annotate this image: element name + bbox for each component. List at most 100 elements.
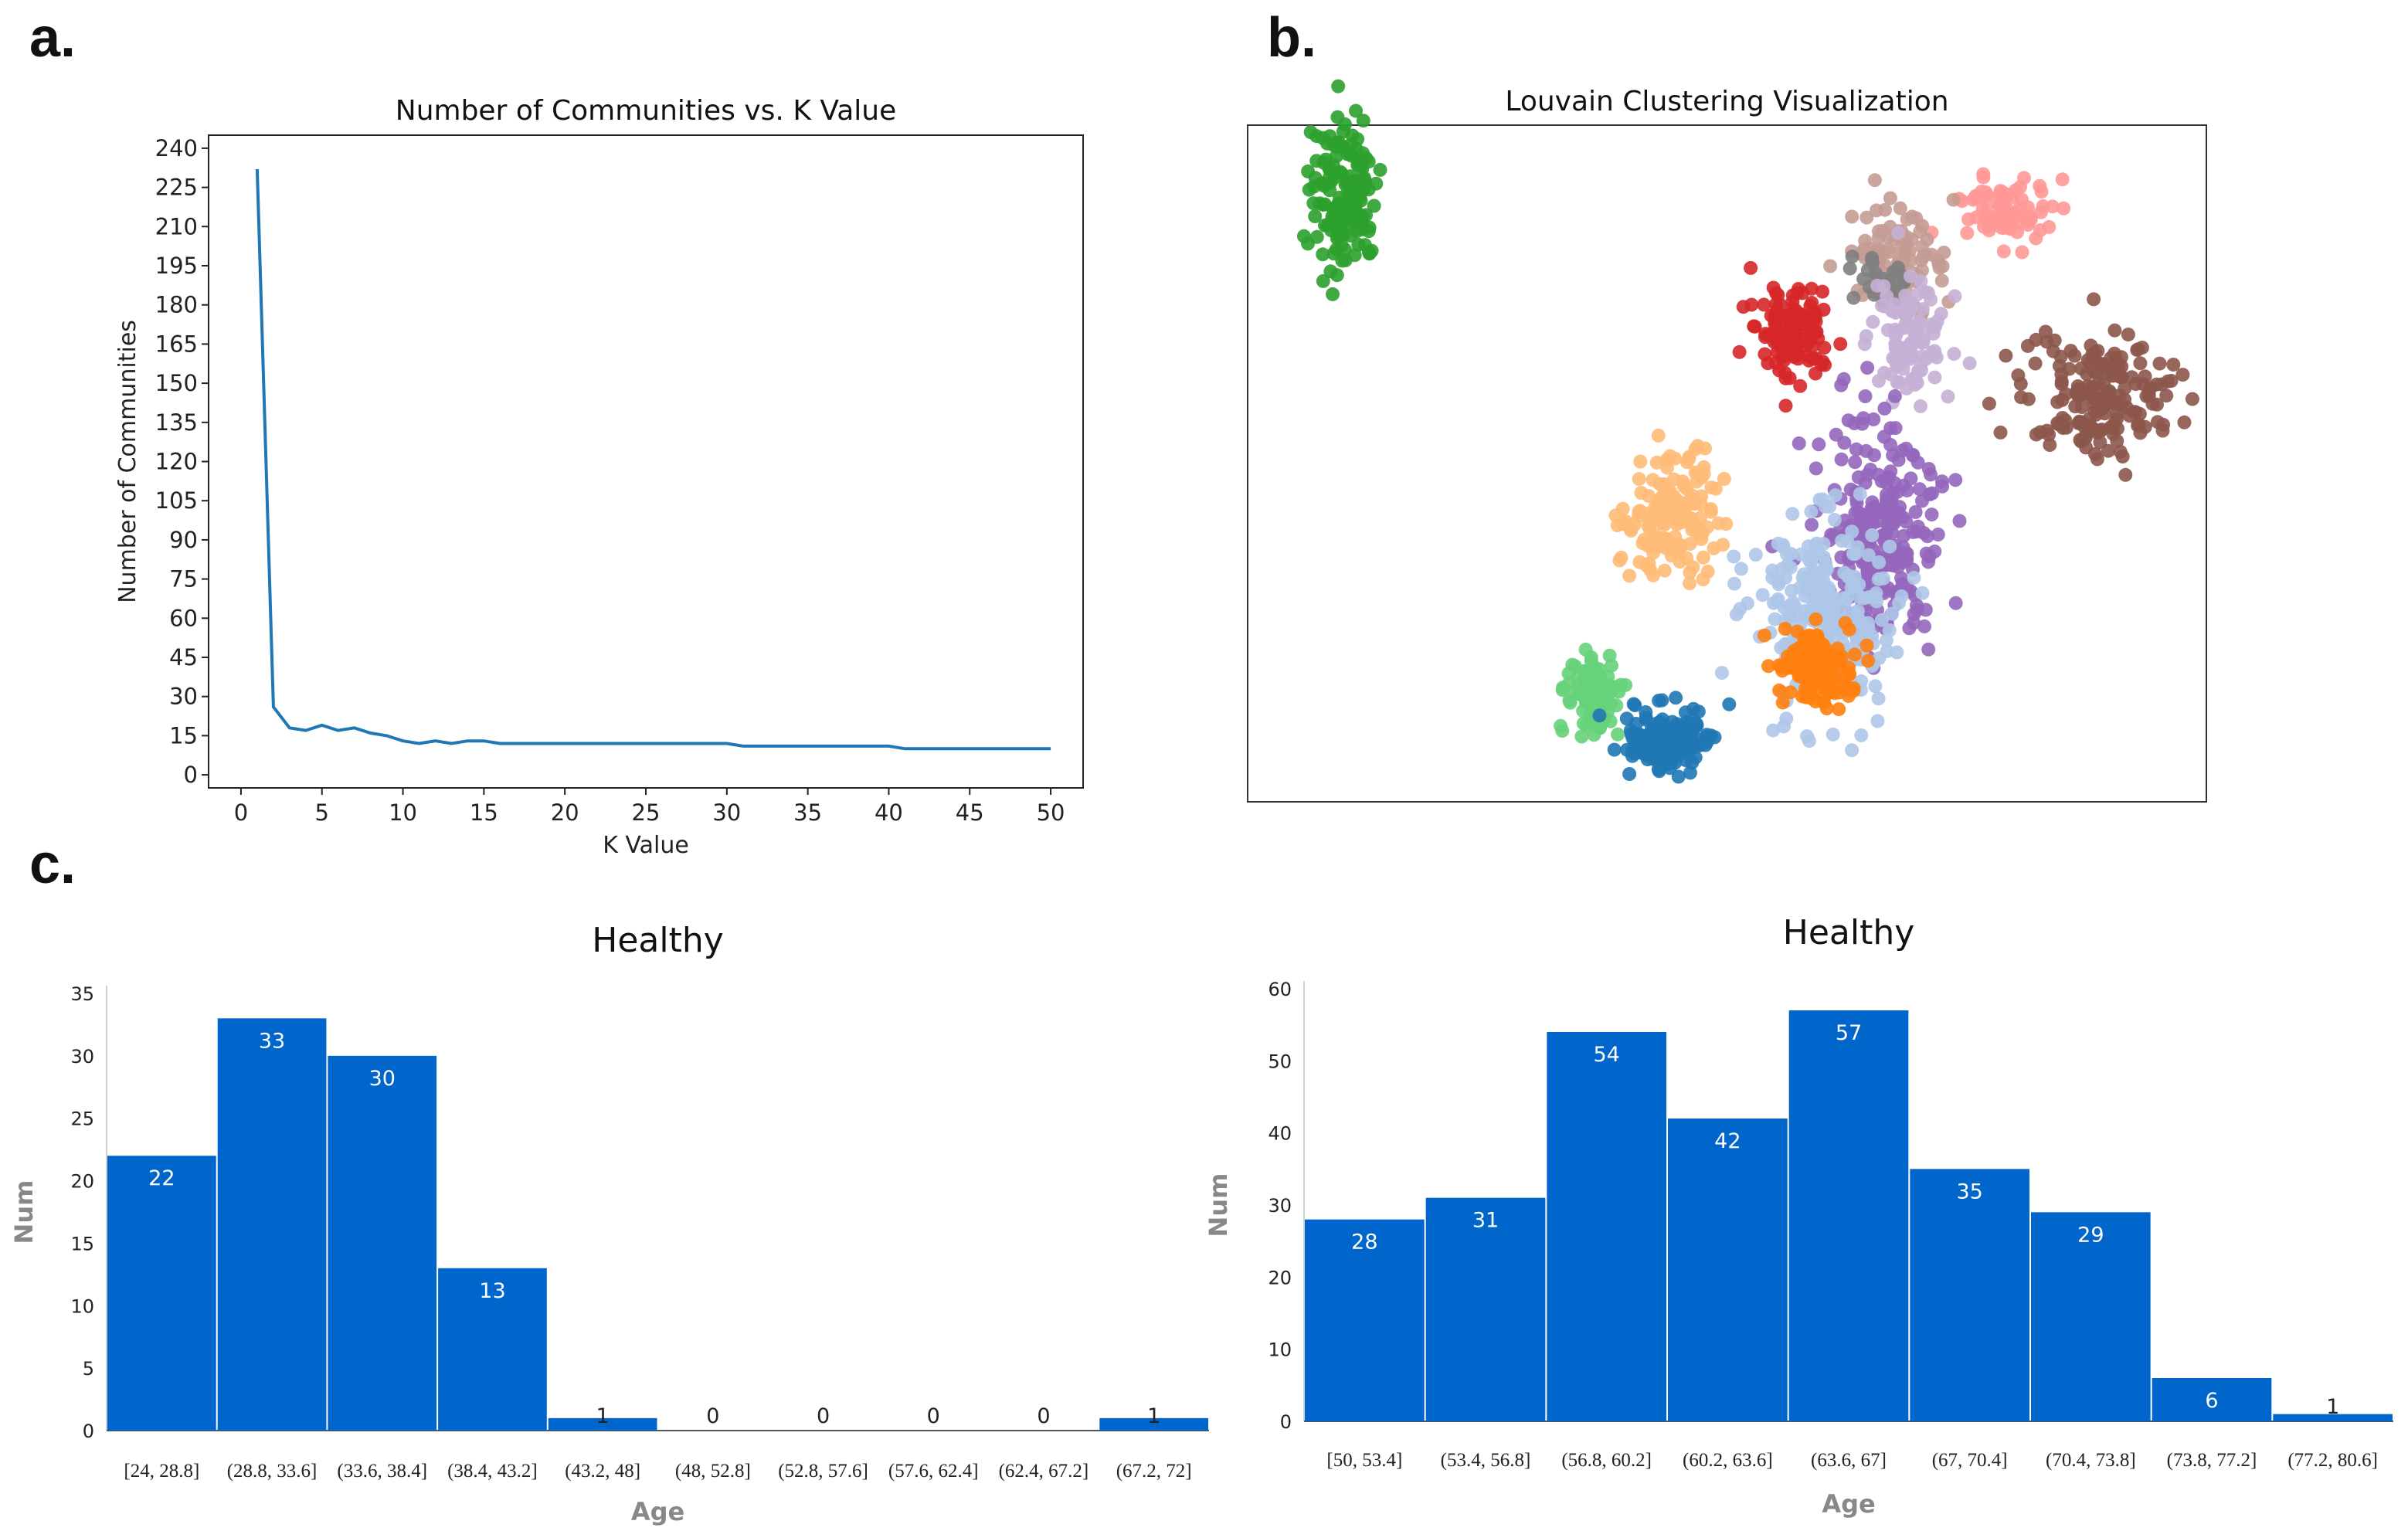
scatter-point <box>1899 316 1914 331</box>
scatter-point <box>1682 450 1696 464</box>
scatter-point <box>1915 586 1930 600</box>
scatter-point <box>1888 514 1903 528</box>
hist-category-label: [50, 53.4] <box>1326 1450 1402 1471</box>
scatter-point <box>1622 767 1637 781</box>
scatter-point <box>1845 250 1859 264</box>
scatter-point <box>1772 658 1786 673</box>
scatter-point <box>1632 472 1646 487</box>
scatter-point <box>1872 555 1887 569</box>
scatter-point <box>1927 344 1942 358</box>
scatter-point <box>1696 550 1710 565</box>
cluster-group <box>1982 292 2199 482</box>
scatter-point <box>2138 369 2152 384</box>
scatter-point <box>1980 198 1995 212</box>
scatter-point <box>1716 538 1730 552</box>
scatter-point <box>1686 496 1700 511</box>
y-tick-label: 90 <box>169 527 198 553</box>
cluster-group <box>1296 79 1387 301</box>
scatter-point <box>2152 356 2167 371</box>
scatter-point <box>2175 368 2190 382</box>
community-count-line <box>255 168 1051 751</box>
scatter-point <box>2038 324 2053 339</box>
cluster-group <box>1924 167 2071 260</box>
scatter-point <box>1766 723 1781 738</box>
scatter-point <box>1316 155 1331 170</box>
scatter-frame <box>1247 124 2207 803</box>
scatter-point <box>1686 713 1701 728</box>
scatter-point <box>1802 353 1816 368</box>
scatter-point <box>1952 514 1967 528</box>
scatter-point <box>1555 724 1570 738</box>
scatter-point <box>1883 539 1897 554</box>
scatter-point <box>1918 285 1933 300</box>
scatter-point <box>1854 728 1869 742</box>
scatter-point <box>2069 385 2084 400</box>
scatter-point <box>1722 697 1737 711</box>
scatter-point <box>1921 555 1936 569</box>
scatter-point <box>1815 355 1830 369</box>
scatter-point <box>1309 229 1324 244</box>
hist-bar <box>438 1268 547 1431</box>
scatter-point <box>2110 433 2124 448</box>
hist-y-tick: 20 <box>70 1171 94 1193</box>
scatter-point <box>1891 453 1906 467</box>
scatter-point <box>2107 323 2122 338</box>
scatter-point <box>2020 338 2035 353</box>
scatter-point <box>1642 556 1656 571</box>
hist-bar <box>1788 1010 1909 1421</box>
x-tick-label: 25 <box>632 799 661 826</box>
scatter-point <box>1860 263 1875 277</box>
y-tick-label: 45 <box>169 644 198 670</box>
scatter-point <box>1892 551 1906 565</box>
scatter-point <box>1761 328 1776 343</box>
scatter-point <box>1686 560 1700 575</box>
scatter-point <box>1838 616 1853 630</box>
scatter-point <box>1794 640 1809 654</box>
y-tick-label: 135 <box>155 409 198 436</box>
scatter-point <box>1306 179 1321 194</box>
scatter-point <box>1995 193 2009 208</box>
y-tick-label: 225 <box>155 175 198 201</box>
scatter-point <box>1622 569 1637 583</box>
scatter-point <box>1827 513 1842 527</box>
scatter-point <box>1903 269 1917 283</box>
scatter-point <box>1757 297 1771 312</box>
hist-bar <box>1425 1197 1546 1421</box>
scatter-point <box>1657 518 1672 532</box>
scatter-point <box>1847 569 1862 584</box>
scatter-point <box>2115 450 2130 463</box>
scatter-point <box>1993 425 2008 440</box>
scatter-point <box>1835 534 1849 548</box>
scatter-point <box>2185 392 2199 406</box>
scatter-point <box>2074 400 2089 414</box>
scatter-point <box>1876 571 1890 586</box>
scatter-point <box>1966 192 1980 207</box>
scatter-point <box>1805 643 1820 657</box>
x-tick-label: 15 <box>470 799 498 826</box>
scatter-point <box>1683 576 1697 591</box>
scatter-point <box>1837 436 1852 450</box>
hist-category-label: (57.6, 62.4] <box>888 1461 979 1482</box>
scatter-point <box>1834 452 1849 467</box>
scatter-point <box>1836 372 1851 386</box>
scatter-point <box>1351 237 1366 252</box>
scatter-point <box>1982 219 1996 233</box>
hist-bar-value: 0 <box>706 1404 719 1428</box>
scatter-point <box>1639 711 1653 725</box>
hist-y-tick: 30 <box>1268 1195 1292 1217</box>
scatter-point <box>1934 474 1949 489</box>
hist-bar-value: 1 <box>596 1404 610 1428</box>
hist-bar <box>328 1055 437 1431</box>
scatter-point <box>1837 678 1852 693</box>
scatter-point <box>1358 174 1373 188</box>
scatter-point <box>1665 539 1679 554</box>
scatter-point <box>1916 334 1931 349</box>
hist-ylabel: Num <box>9 1180 39 1244</box>
scatter-point <box>1843 261 1857 276</box>
scatter-point <box>1927 544 1942 558</box>
scatter-point <box>1770 594 1785 609</box>
scatter-point <box>2036 199 2050 213</box>
scatter-point <box>1842 666 1856 681</box>
scatter-point <box>1323 170 1337 185</box>
